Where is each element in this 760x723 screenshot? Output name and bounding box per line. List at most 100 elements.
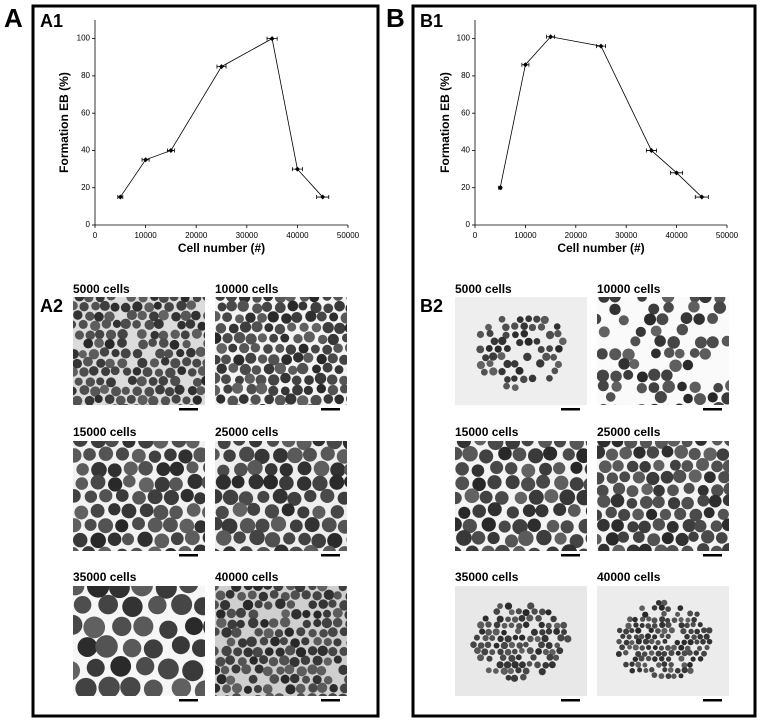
micrograph: [73, 441, 205, 557]
cell: [658, 655, 665, 662]
cell: [73, 661, 81, 680]
cell: [249, 656, 258, 665]
cell: [697, 494, 710, 507]
cell: [352, 334, 362, 344]
cell: [231, 627, 242, 638]
cell: [239, 342, 250, 354]
cell: [180, 310, 192, 322]
cell: [352, 354, 363, 365]
cell: [256, 546, 271, 551]
micrograph: [455, 441, 587, 557]
cell: [274, 544, 289, 551]
image-caption: 10000 cells: [597, 282, 661, 296]
cell: [106, 377, 116, 388]
cell: [522, 609, 530, 617]
cell: [120, 302, 131, 313]
cell: [669, 459, 681, 471]
cell: [224, 695, 230, 696]
cell: [303, 331, 315, 343]
cell: [721, 518, 729, 532]
cell: [73, 404, 77, 405]
cell: [617, 531, 629, 543]
cell: [223, 384, 233, 394]
cell: [511, 616, 519, 623]
cell: [667, 484, 679, 497]
cell: [508, 654, 516, 662]
cell: [202, 506, 205, 518]
cell: [560, 621, 568, 629]
cell: [507, 667, 514, 675]
cell: [122, 367, 132, 376]
x-tick-label: 50000: [716, 231, 739, 240]
cell: [279, 617, 291, 628]
cell: [285, 684, 296, 695]
cell: [605, 506, 617, 519]
cell: [192, 395, 202, 405]
cell: [497, 352, 506, 361]
cell: [638, 655, 645, 662]
cell: [171, 394, 181, 404]
cell: [293, 352, 304, 363]
cell: [312, 675, 322, 685]
cell: [533, 315, 541, 323]
cell: [215, 311, 221, 322]
cell: [302, 447, 317, 462]
cell: [511, 375, 518, 382]
cell: [270, 516, 287, 532]
cell: [98, 546, 112, 551]
cell: [639, 605, 645, 612]
cell: [287, 322, 297, 332]
cell: [477, 642, 485, 649]
cell: [73, 547, 79, 551]
cell: [503, 382, 510, 390]
cell: [665, 673, 672, 680]
cell: [522, 667, 530, 675]
cell: [208, 406, 219, 418]
cell: [536, 474, 551, 489]
cell: [215, 665, 221, 675]
cell: [688, 469, 702, 483]
cell: [597, 533, 602, 545]
cell: [154, 406, 163, 415]
cell: [257, 490, 270, 503]
cell: [139, 503, 154, 518]
cell: [221, 405, 231, 415]
cell: [223, 449, 236, 462]
cell: [546, 519, 560, 533]
cell: [77, 637, 98, 657]
cell: [239, 321, 252, 333]
cell: [221, 354, 231, 365]
cell: [164, 387, 175, 397]
cell: [553, 462, 566, 475]
cell: [482, 354, 490, 362]
cell: [308, 586, 317, 591]
cell: [231, 683, 243, 694]
micrograph: [215, 441, 347, 557]
cell: [312, 505, 326, 519]
cell: [215, 517, 223, 531]
cell: [232, 502, 248, 517]
cell: [136, 657, 155, 676]
image-caption: 15000 cells: [455, 425, 519, 439]
cell: [338, 546, 347, 551]
cell: [597, 313, 602, 325]
cell: [623, 649, 629, 656]
cell: [605, 392, 616, 402]
cell: [73, 518, 82, 533]
cell: [612, 482, 626, 495]
cell: [553, 628, 561, 635]
cell: [257, 354, 268, 364]
cell: [481, 517, 496, 532]
cell: [311, 533, 326, 549]
cell: [455, 517, 462, 532]
cell: [186, 441, 200, 449]
scale-bar: [179, 699, 198, 702]
cell: [215, 530, 232, 546]
cell: [162, 517, 178, 533]
cell: [694, 393, 706, 405]
cell: [667, 497, 681, 510]
y-tick-label: 60: [461, 108, 470, 117]
cell: [221, 518, 238, 535]
y-tick-label: 80: [81, 71, 90, 80]
cell: [455, 447, 463, 461]
